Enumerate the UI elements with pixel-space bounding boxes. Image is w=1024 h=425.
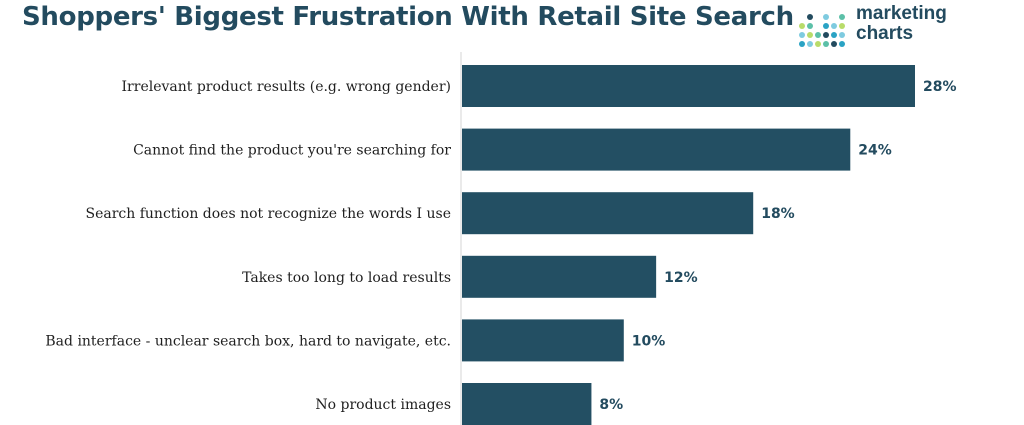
logo-text-line1: marketing [856, 3, 947, 24]
logo-dot [839, 41, 845, 47]
bar [462, 319, 624, 362]
logo-dot [799, 23, 805, 29]
logo-dot [807, 32, 813, 38]
logo-dot [831, 32, 837, 38]
logo-dot [823, 32, 829, 38]
chart-title: Shoppers' Biggest Frustration With Retai… [22, 2, 794, 32]
logo-dot [831, 23, 837, 29]
bar [462, 65, 915, 107]
value-label: 24% [858, 143, 892, 159]
category-label: Irrelevant product results (e.g. wrong g… [122, 79, 451, 95]
bar [462, 192, 754, 235]
logo-dot [823, 41, 829, 47]
marketingcharts-logo: marketing charts [798, 4, 998, 48]
logo-dot [807, 41, 813, 47]
logo-dot [815, 41, 821, 47]
logo-dot [839, 32, 845, 38]
value-label: 10% [632, 333, 666, 349]
category-label: Search function does not recognize the w… [86, 206, 451, 222]
logo-dot [823, 23, 829, 29]
logo-dot [823, 14, 829, 20]
logo-dot [799, 32, 805, 38]
value-label: 12% [664, 270, 698, 286]
logo-dots-icon [799, 14, 845, 47]
bar [462, 255, 657, 298]
logo-dot [839, 14, 845, 20]
logo-dot [815, 32, 821, 38]
category-label: Cannot find the product you're searching… [133, 143, 451, 159]
bar [462, 383, 592, 425]
logo-dot [807, 23, 813, 29]
logo-dot [799, 41, 805, 47]
logo-dot [831, 41, 837, 47]
category-label: No product images [315, 397, 451, 413]
bar [462, 128, 851, 171]
category-label: Bad interface - unclear search box, hard… [45, 333, 451, 349]
logo-dot [839, 23, 845, 29]
logo-dot [807, 14, 813, 20]
logo-text-line2: charts [856, 23, 914, 44]
value-label: 28% [923, 79, 957, 95]
value-label: 18% [761, 206, 795, 222]
value-label: 8% [599, 397, 623, 413]
category-label: Takes too long to load results [242, 270, 451, 286]
